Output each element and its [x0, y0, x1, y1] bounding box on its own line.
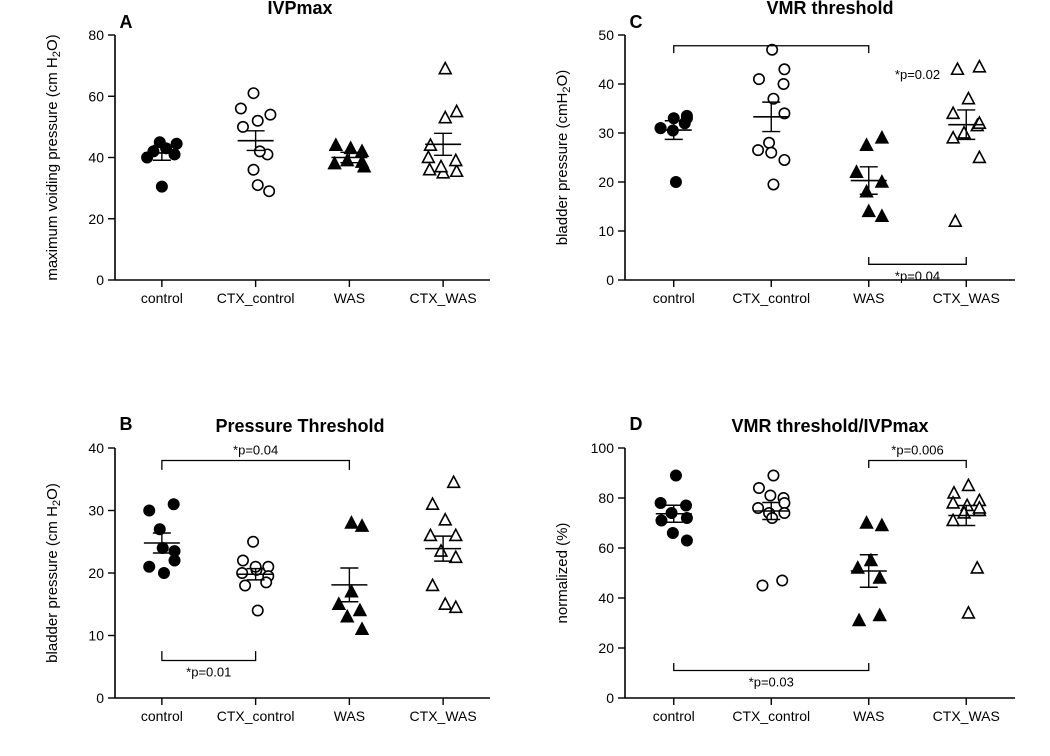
svg-text:CTX_WAS: CTX_WAS — [933, 290, 1000, 306]
svg-text:bladder pressure (cm H2O): bladder pressure (cm H2O) — [44, 483, 63, 663]
svg-text:80: 80 — [598, 490, 614, 506]
svg-text:WAS: WAS — [334, 708, 365, 724]
svg-text:*p=0.006: *p=0.006 — [891, 443, 943, 458]
svg-text:30: 30 — [598, 125, 614, 141]
panel-B: 0 10 20 30 40 control CTX_control WAS CTX_WAS B Pr… — [20, 400, 515, 740]
svg-text:*p=0.02: *p=0.02 — [895, 67, 940, 82]
svg-text:10: 10 — [88, 628, 104, 644]
svg-text:CTX_WAS: CTX_WAS — [410, 708, 477, 724]
svg-text:CTX_control: CTX_control — [217, 290, 295, 306]
svg-text:B: B — [120, 414, 133, 434]
svg-text:normalized (%): normalized (%) — [554, 523, 571, 624]
svg-text:*p=0.01: *p=0.01 — [186, 665, 231, 680]
figure: 0 20 40 60 80 control CTX_control WAS CTX_WAS A IV… — [0, 0, 1050, 756]
svg-text:CTX_WAS: CTX_WAS — [410, 290, 477, 306]
svg-text:control: control — [141, 290, 183, 306]
svg-text:10: 10 — [598, 223, 614, 239]
svg-text:maximum voiding pressure (cm H: maximum voiding pressure (cm H2O) — [44, 34, 63, 280]
svg-text:20: 20 — [88, 565, 104, 581]
svg-text:0: 0 — [96, 272, 104, 288]
svg-text:D: D — [630, 414, 643, 434]
svg-text:0: 0 — [96, 690, 104, 706]
svg-text:WAS: WAS — [853, 708, 884, 724]
svg-text:60: 60 — [598, 540, 614, 556]
svg-text:30: 30 — [88, 503, 104, 519]
svg-text:control: control — [653, 708, 695, 724]
svg-text:100: 100 — [591, 440, 615, 456]
svg-text:VMR threshold: VMR threshold — [766, 0, 893, 18]
svg-text:CTX_WAS: CTX_WAS — [933, 708, 1000, 724]
svg-text:Pressure Threshold: Pressure Threshold — [215, 416, 384, 436]
svg-text:*p=0.03: *p=0.03 — [749, 675, 794, 690]
svg-text:40: 40 — [88, 150, 104, 166]
svg-text:40: 40 — [88, 440, 104, 456]
svg-text:0: 0 — [606, 690, 614, 706]
svg-text:20: 20 — [598, 174, 614, 190]
svg-text:50: 50 — [598, 27, 614, 43]
svg-text:control: control — [141, 708, 183, 724]
svg-text:*p=0.04: *p=0.04 — [895, 268, 940, 283]
svg-text:VMR threshold/IVPmax: VMR threshold/IVPmax — [731, 416, 928, 436]
svg-text:WAS: WAS — [853, 290, 884, 306]
panel-A: 0 20 40 60 80 control CTX_control WAS CTX_WAS A IV… — [20, 0, 515, 320]
panel-C: 0 10 20 30 40 50 control CTX_control WAS CTX_WAS C… — [540, 0, 1040, 320]
svg-text:bladder pressure (cmH2O): bladder pressure (cmH2O) — [554, 70, 573, 246]
svg-text:CTX_control: CTX_control — [732, 708, 810, 724]
svg-text:60: 60 — [88, 88, 104, 104]
svg-text:40: 40 — [598, 76, 614, 92]
svg-text:*p=0.04: *p=0.04 — [233, 443, 278, 458]
svg-text:control: control — [653, 290, 695, 306]
svg-text:C: C — [630, 12, 643, 32]
svg-text:40: 40 — [598, 590, 614, 606]
svg-text:0: 0 — [606, 272, 614, 288]
svg-text:IVPmax: IVPmax — [267, 0, 332, 18]
svg-text:CTX_control: CTX_control — [732, 290, 810, 306]
svg-text:80: 80 — [88, 27, 104, 43]
svg-text:20: 20 — [598, 640, 614, 656]
svg-text:A: A — [120, 12, 133, 32]
svg-text:WAS: WAS — [334, 290, 365, 306]
svg-text:CTX_control: CTX_control — [217, 708, 295, 724]
panel-D: 0 20 40 60 80 100 control CTX_control WAS CTX_WAS… — [540, 400, 1040, 740]
svg-text:20: 20 — [88, 211, 104, 227]
